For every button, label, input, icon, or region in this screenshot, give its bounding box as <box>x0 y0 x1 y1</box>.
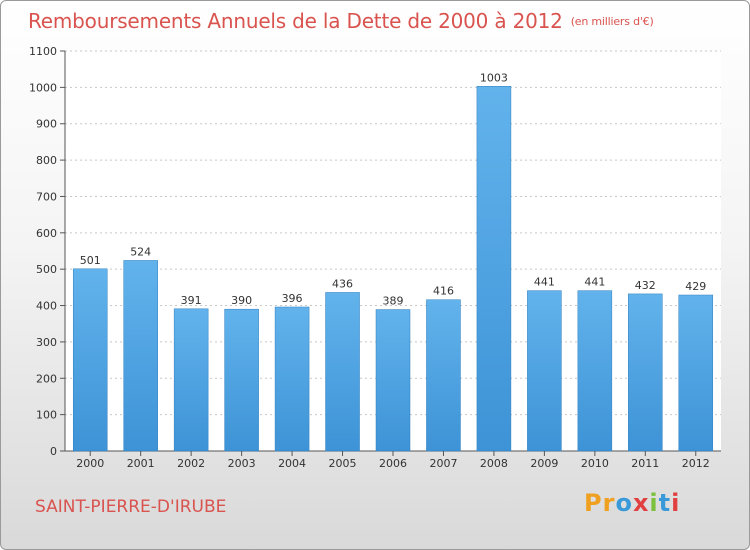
y-tick-label: 200 <box>36 372 57 385</box>
bar <box>678 294 714 452</box>
bar <box>476 86 512 452</box>
bar-value-label: 441 <box>534 276 555 289</box>
x-tick-label: 2005 <box>329 457 357 470</box>
y-tick-label: 700 <box>36 190 57 203</box>
x-tick-label: 2009 <box>530 457 558 470</box>
x-tick-label: 2006 <box>379 457 407 470</box>
y-tick-label: 600 <box>36 227 57 240</box>
x-tick-label: 2001 <box>127 457 155 470</box>
x-tick-label: 2012 <box>682 457 710 470</box>
logo-letter: t <box>658 489 672 517</box>
bar-value-label: 390 <box>231 294 252 307</box>
bar-value-label: 1003 <box>480 71 508 84</box>
bar-value-label: 389 <box>383 295 404 308</box>
y-tick-label: 1000 <box>29 81 57 94</box>
bar-value-label: 441 <box>584 276 605 289</box>
chart-subtitle: (en milliers d'€) <box>570 15 654 28</box>
x-tick-label: 2011 <box>631 457 659 470</box>
bar <box>224 308 259 452</box>
logo-letter: i <box>649 489 659 517</box>
bar <box>527 290 562 452</box>
y-tick-label: 900 <box>36 118 57 131</box>
bar-value-label: 429 <box>685 280 706 293</box>
y-tick-label: 0 <box>50 445 57 458</box>
y-tick-label: 800 <box>36 154 57 167</box>
x-tick-label: 2010 <box>581 457 609 470</box>
bar <box>577 290 613 452</box>
bar <box>274 306 310 452</box>
x-tick-label: 2002 <box>177 457 205 470</box>
y-tick-label: 300 <box>36 336 57 349</box>
city-name: SAINT-PIERRE-D'IRUBE <box>35 497 227 517</box>
y-tick-label: 400 <box>36 300 57 313</box>
bar-value-label: 524 <box>130 245 151 258</box>
bar <box>375 309 411 452</box>
logo-letter: i <box>671 489 681 517</box>
logo-letter: r <box>602 489 616 517</box>
bar-value-label: 416 <box>433 285 454 298</box>
x-tick-label: 2007 <box>429 457 457 470</box>
bar <box>426 299 461 452</box>
bar <box>173 308 209 452</box>
title-text: Remboursements Annuels de la Dette de 20… <box>28 9 563 33</box>
bar <box>123 260 158 452</box>
logo-letter: x <box>632 489 650 517</box>
x-tick-label: 2004 <box>278 457 306 470</box>
y-tick-label: 100 <box>36 409 57 422</box>
bar-value-label: 391 <box>181 294 202 307</box>
chart-title: Remboursements Annuels de la Dette de 20… <box>28 9 654 33</box>
y-tick-label: 1100 <box>29 45 57 58</box>
bar-value-label: 501 <box>80 254 101 267</box>
logo-letter: o <box>615 489 633 517</box>
x-tick-label: 2008 <box>480 457 508 470</box>
bar <box>72 268 108 452</box>
bar-value-label: 396 <box>282 292 303 305</box>
bar-value-label: 436 <box>332 277 353 290</box>
x-tick-label: 2000 <box>76 457 104 470</box>
bar <box>325 292 360 452</box>
proxiti-logo: Proxiti <box>584 489 680 517</box>
y-tick-label: 500 <box>36 263 57 276</box>
logo-letter: P <box>584 489 603 517</box>
bar <box>628 293 663 452</box>
bar-value-label: 432 <box>635 279 656 292</box>
x-tick-label: 2003 <box>228 457 256 470</box>
